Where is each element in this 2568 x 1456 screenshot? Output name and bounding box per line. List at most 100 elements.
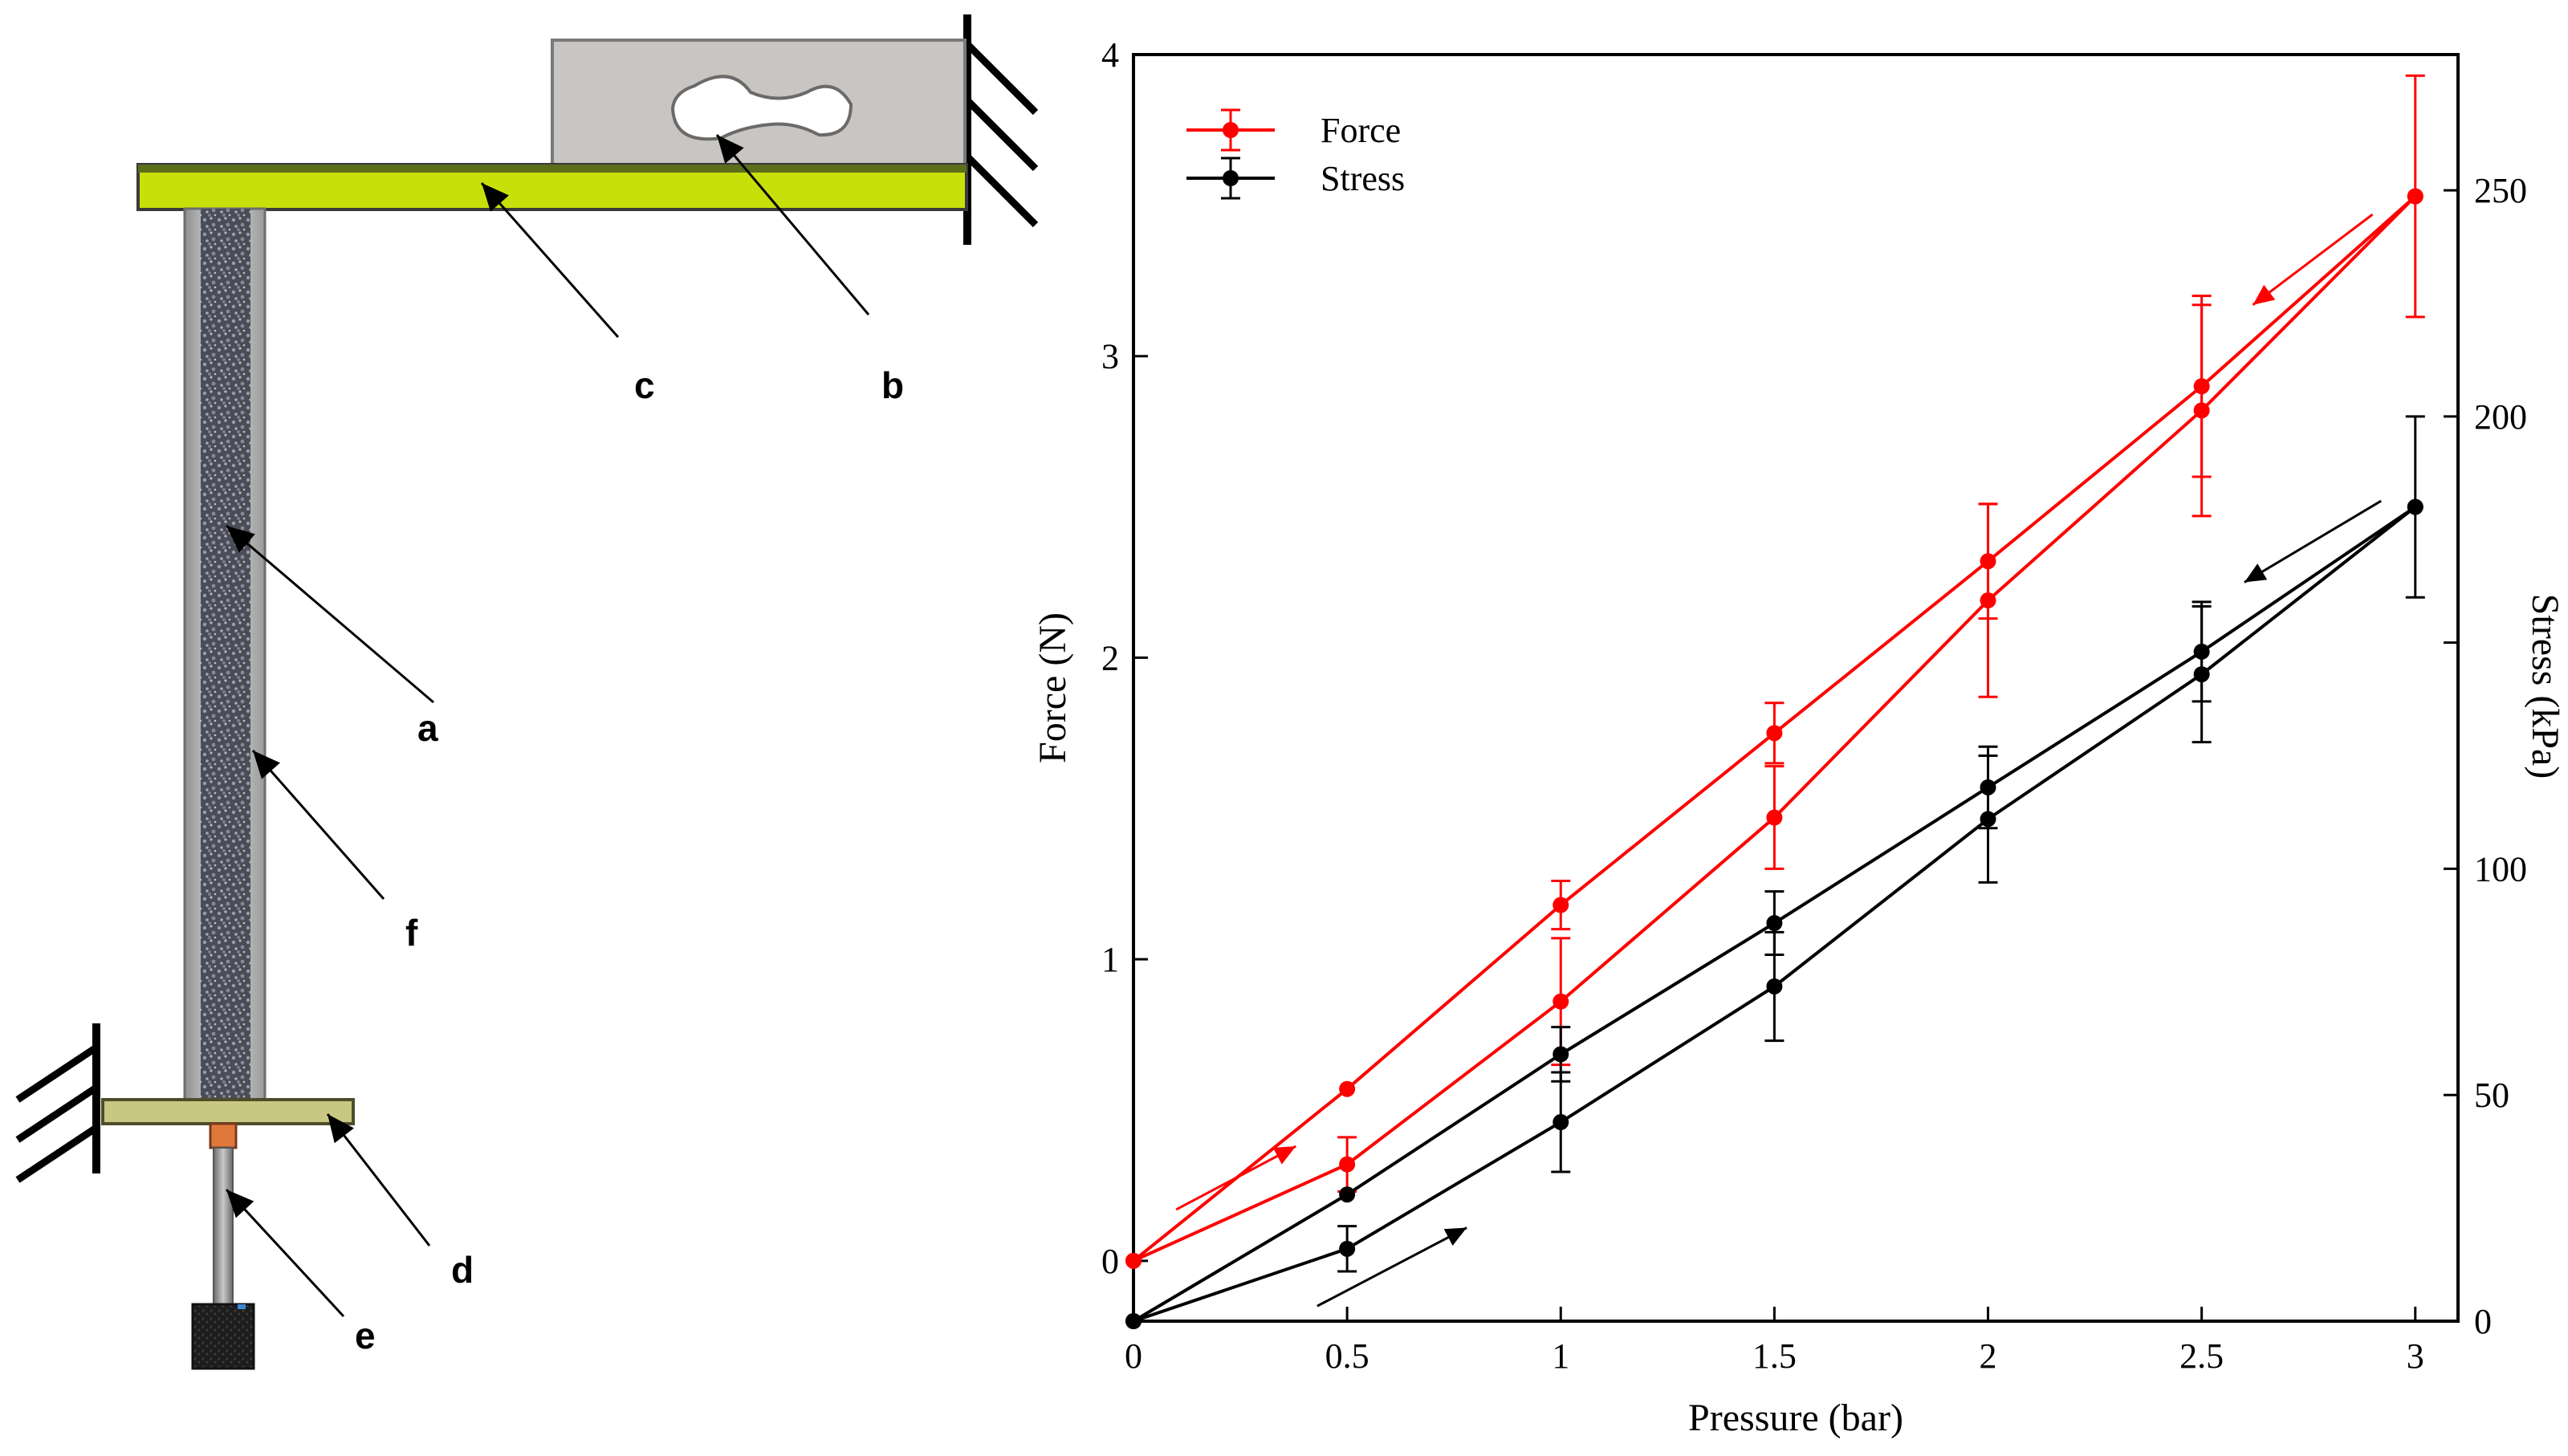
- direction-arrow: [2244, 499, 2382, 584]
- legend-force-label: Force: [1321, 111, 1401, 150]
- y2-tick-label: 100: [2474, 849, 2527, 889]
- arrow-head: [2244, 563, 2268, 583]
- force-stress-chart: 0 0.5 1 1.5 2 2.5 3 0 1 2 3 4 0 50 100 200 250 Pressur…: [1032, 35, 2566, 1439]
- data-point: [2407, 188, 2424, 205]
- arrow-shaft: [251, 750, 385, 900]
- arrow-head: [717, 135, 744, 164]
- arrow-head: [226, 526, 255, 553]
- label-a: a: [417, 707, 438, 749]
- legend-entry-force: Force: [1186, 108, 1401, 152]
- data-point: [1553, 897, 1569, 913]
- arrow-shaft: [326, 1113, 431, 1247]
- label-f: f: [405, 912, 418, 954]
- arrow-head: [482, 183, 509, 212]
- data-point: [1339, 1156, 1356, 1173]
- pointer-arrows: [225, 134, 870, 1318]
- load-cell-block: [551, 39, 967, 169]
- pointer-arrow-f: [251, 750, 385, 900]
- actuator: [191, 1122, 255, 1370]
- x-tick-label: 2: [1980, 1336, 1997, 1376]
- y-tick-label: 1: [1101, 940, 1119, 979]
- x-axis: 0 0.5 1 1.5 2 2.5 3: [1125, 1307, 2424, 1376]
- wall-top-right: [963, 14, 1039, 245]
- pointer-arrow-e: [225, 1188, 345, 1318]
- data-point: [1339, 1240, 1356, 1257]
- x-tick-label: 2.5: [2179, 1336, 2224, 1376]
- pointer-arrow-c: [480, 182, 620, 338]
- data-point: [1125, 1252, 1142, 1269]
- y-axis-label: Force (N): [1032, 612, 1074, 763]
- arrow-head: [328, 1114, 354, 1144]
- data-point: [1553, 1046, 1569, 1063]
- x-tick-label: 1.5: [1752, 1336, 1797, 1376]
- arrow-head: [226, 1190, 254, 1218]
- apparatus-diagram: a b c d e f: [15, 14, 1039, 1370]
- x-tick-label: 1: [1552, 1336, 1569, 1376]
- y-tick-label: 0: [1101, 1242, 1119, 1281]
- arrow-shaft: [2252, 213, 2374, 307]
- data-series: [1125, 74, 2425, 1329]
- label-b: b: [881, 364, 904, 406]
- plot-frame: [1132, 53, 2460, 1323]
- label-e: e: [355, 1315, 376, 1356]
- series-stress-unloading: [1125, 498, 2424, 1329]
- arrow-head: [2253, 284, 2276, 305]
- data-point: [1766, 915, 1783, 932]
- arrow-head: [253, 750, 280, 779]
- arrow-shaft: [225, 1188, 345, 1318]
- label-c: c: [634, 364, 655, 406]
- top-rail: [136, 163, 968, 211]
- data-point: [1553, 993, 1569, 1010]
- data-point: [1125, 1313, 1142, 1329]
- data-point: [2193, 378, 2210, 395]
- series-stress: [1125, 415, 2425, 1329]
- data-point: [1766, 725, 1783, 742]
- direction-arrows: [1175, 213, 2382, 1308]
- legend-stress-label: Stress: [1321, 159, 1405, 198]
- y2-tick-label: 200: [2474, 397, 2527, 437]
- x-tick-label: 0: [1125, 1336, 1142, 1376]
- y-tick-label: 3: [1101, 337, 1119, 376]
- series-force: [1125, 74, 2425, 1269]
- x-axis-label: Pressure (bar): [1688, 1397, 1903, 1439]
- series-force-unloading: [1125, 188, 2424, 1269]
- arrow-shaft: [2244, 499, 2382, 584]
- label-d: d: [451, 1249, 474, 1291]
- y2-axis-label: Stress (kPa): [2524, 594, 2566, 779]
- direction-arrow: [2252, 213, 2374, 307]
- arrow-shaft: [1175, 1145, 1296, 1211]
- pointer-arrow-b: [715, 134, 870, 315]
- arrow-shaft: [226, 524, 434, 704]
- y2-tick-label: 250: [2474, 171, 2527, 210]
- arrow-shaft: [715, 134, 870, 315]
- arrow-head: [1443, 1227, 1467, 1246]
- arrow-shaft: [1317, 1226, 1467, 1308]
- legend-entry-stress: Stress: [1186, 157, 1405, 200]
- y-axis-left: 0 1 2 3 4: [1101, 35, 1148, 1281]
- x-tick-label: 0.5: [1325, 1336, 1369, 1376]
- data-point: [2407, 498, 2424, 515]
- data-point: [1339, 1186, 1356, 1203]
- foam-column: [183, 207, 267, 1105]
- pointer-arrow-d: [326, 1113, 431, 1247]
- data-point: [1553, 1114, 1569, 1131]
- data-point: [2193, 643, 2210, 660]
- direction-arrow: [1317, 1226, 1467, 1308]
- arrow-head: [1272, 1146, 1296, 1165]
- arrow-shaft: [480, 182, 620, 338]
- y-axis-right: 0 50 100 200 250: [2444, 171, 2527, 1341]
- x-tick-label: 3: [2407, 1336, 2424, 1376]
- data-point: [1339, 1080, 1356, 1097]
- y2-tick-label: 50: [2474, 1076, 2509, 1115]
- data-point: [1980, 779, 1996, 795]
- pointer-arrow-a: [226, 524, 434, 704]
- legend: Force Stress: [1186, 108, 1405, 200]
- data-point: [1766, 978, 1783, 994]
- direction-arrow: [1175, 1145, 1296, 1211]
- y2-tick-label: 0: [2474, 1302, 2492, 1341]
- data-point: [1766, 809, 1783, 826]
- y-tick-label: 4: [1101, 35, 1119, 75]
- base-plate: [101, 1098, 355, 1125]
- wall-bottom-left: [15, 1023, 100, 1183]
